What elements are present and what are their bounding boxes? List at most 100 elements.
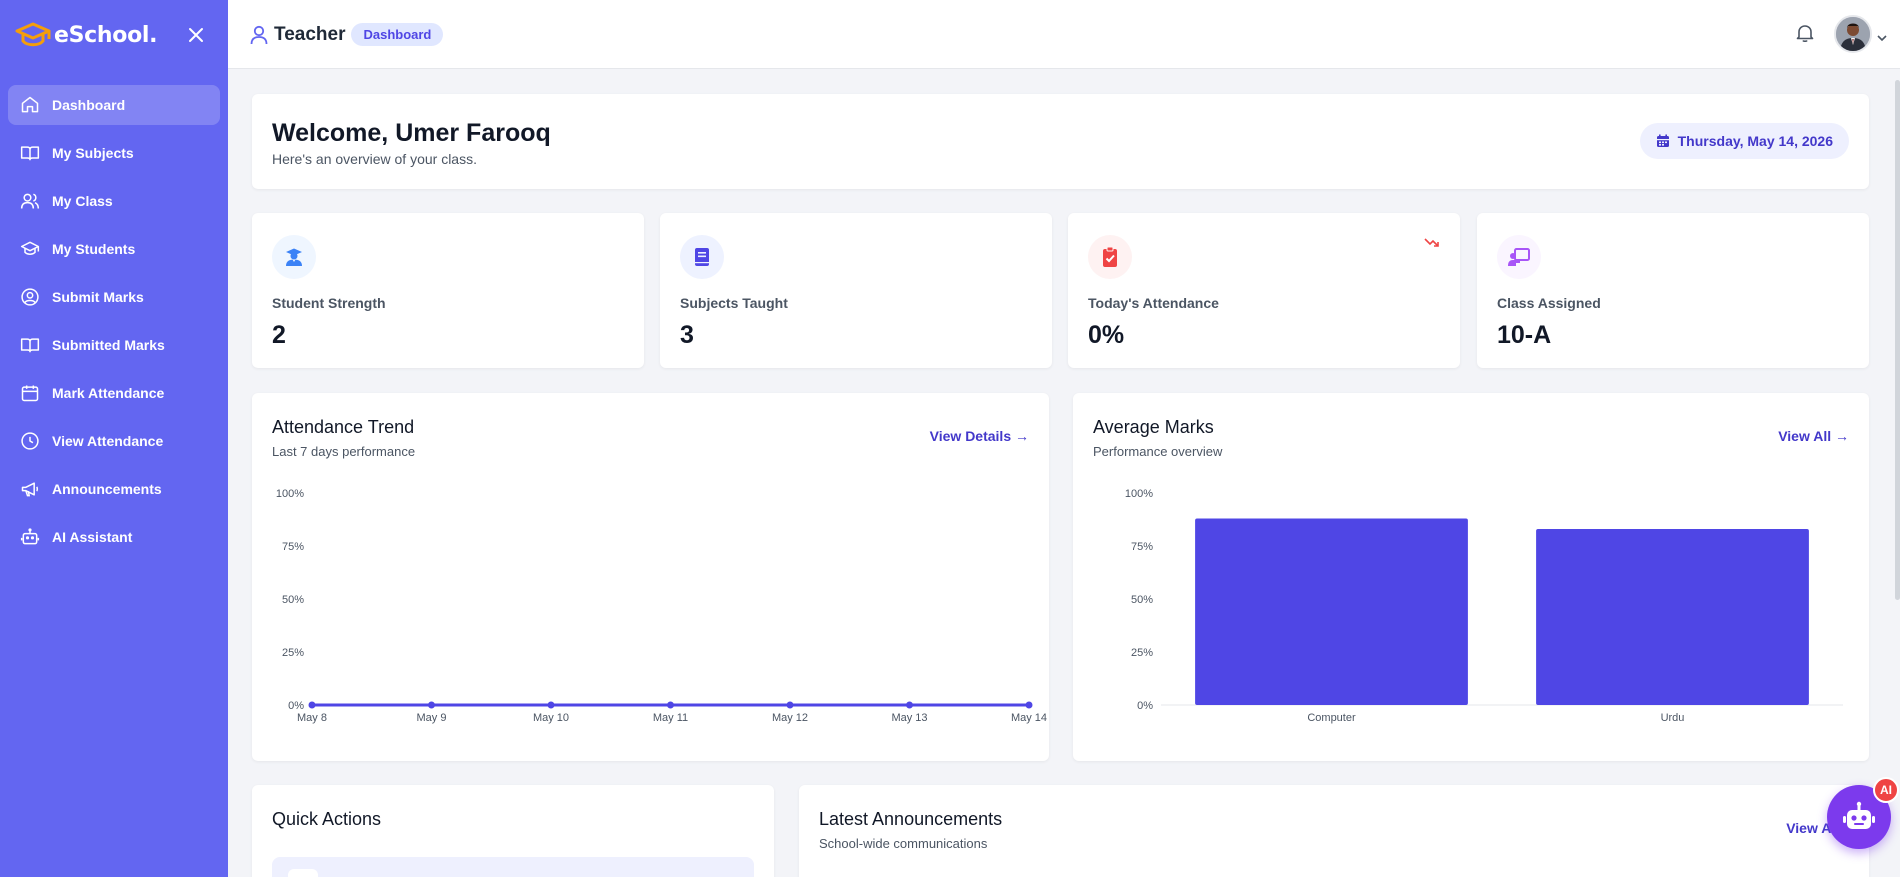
graduate-icon — [272, 235, 316, 279]
stat-card-todays-attendance: Today's Attendance 0% — [1068, 213, 1460, 368]
stat-value: 10-A — [1497, 321, 1552, 349]
y-tick-label: 100% — [1125, 488, 1153, 500]
book-open-icon — [20, 338, 40, 353]
brand-name: eSchool. — [54, 22, 158, 48]
attendance-line-chart: 100% 75% 50% 25% 0%May 8 May 9 May 10 May 11 May… — [276, 488, 1047, 724]
stat-label: Student Strength — [272, 295, 386, 311]
brand: eSchool. — [0, 0, 228, 70]
chevron-down-icon[interactable] — [1876, 30, 1888, 42]
y-tick-label: 75% — [1131, 541, 1153, 553]
ai-badge: AI — [1873, 777, 1899, 803]
sidebar-item-label: Announcements — [52, 481, 162, 497]
stat-value: 3 — [680, 321, 694, 349]
section-subtitle: School-wide communications — [819, 836, 988, 851]
sidebar-item-my-class[interactable]: My Class — [8, 181, 220, 221]
sidebar-item-view-attendance[interactable]: View Attendance — [8, 421, 220, 461]
sidebar-item-my-students[interactable]: My Students — [8, 229, 220, 269]
announcements-card: Latest Announcements School-wide communi… — [799, 785, 1869, 877]
stat-label: Subjects Taught — [680, 295, 788, 311]
quick-action-icon — [288, 869, 318, 877]
sidebar: eSchool. Dashboard My Subjects My Class … — [0, 0, 228, 877]
x-tick-label: May 10 — [533, 712, 569, 724]
topbar: Teacher Dashboard — [228, 0, 1900, 69]
y-tick-label: 25% — [1131, 647, 1153, 659]
bar — [1195, 518, 1468, 705]
stat-value: 2 — [272, 321, 286, 349]
data-point — [428, 701, 435, 709]
user-avatar[interactable] — [1834, 15, 1872, 53]
y-tick-label: 50% — [282, 594, 304, 606]
y-tick-label: 100% — [276, 488, 304, 500]
data-point — [547, 701, 555, 709]
attendance-trend-card: Attendance Trend Last 7 days performance… — [252, 393, 1049, 761]
average-marks-bar-chart: 100% 75% 50% 25% 0% Computer Urdu — [1125, 488, 1843, 724]
sidebar-item-my-subjects[interactable]: My Subjects — [8, 133, 220, 173]
stat-label: Class Assigned — [1497, 295, 1601, 311]
sidebar-item-label: My Class — [52, 193, 113, 209]
sidebar-item-label: View Attendance — [52, 433, 164, 449]
view-details-link[interactable]: View Details → — [929, 428, 1029, 444]
sidebar-item-label: AI Assistant — [52, 529, 133, 545]
x-tick-label: May 9 — [417, 712, 447, 724]
sidebar-item-mark-attendance[interactable]: Mark Attendance — [8, 373, 220, 413]
calendar-icon — [1656, 134, 1669, 147]
sidebar-item-dashboard[interactable]: Dashboard — [8, 85, 220, 125]
sidebar-nav: Dashboard My Subjects My Class My Studen… — [0, 70, 228, 557]
role-indicator: Teacher Dashboard — [250, 23, 444, 46]
chart-subtitle: Last 7 days performance — [272, 444, 416, 459]
date-badge: Thursday, May 14, 2026 — [1639, 123, 1849, 159]
x-tick-label: Computer — [1307, 712, 1356, 724]
section-title: Quick Actions — [272, 809, 382, 829]
graduation-cap-logo-icon — [14, 20, 52, 50]
average-marks-card: Average Marks Performance overview View … — [1073, 393, 1869, 761]
y-tick-label: 0% — [288, 700, 304, 712]
graduation-cap-icon — [20, 241, 40, 255]
sidebar-item-label: Submitted Marks — [52, 337, 165, 353]
notification-bell-icon[interactable] — [1794, 22, 1816, 44]
quick-action-item[interactable] — [272, 857, 754, 877]
stat-value: 0% — [1088, 321, 1125, 349]
sidebar-item-submit-marks[interactable]: Submit Marks — [8, 277, 220, 317]
y-tick-label: 0% — [1137, 700, 1153, 712]
chart-title: Average Marks — [1093, 417, 1214, 437]
stat-card-student-strength: Student Strength 2 — [252, 213, 644, 368]
page-badge: Dashboard — [351, 23, 444, 46]
sidebar-item-label: Submit Marks — [52, 289, 144, 305]
role-name: Teacher — [274, 23, 346, 45]
data-point — [1025, 701, 1033, 709]
users-icon — [20, 193, 40, 209]
data-point — [906, 701, 913, 709]
data-point — [667, 701, 674, 709]
stat-label: Today's Attendance — [1088, 295, 1219, 311]
stat-card-subjects-taught: Subjects Taught 3 — [660, 213, 1052, 368]
sidebar-item-submitted-marks[interactable]: Submitted Marks — [8, 325, 220, 365]
chart-title: Attendance Trend — [272, 417, 415, 437]
book-open-icon — [20, 146, 40, 161]
sidebar-item-ai-assistant[interactable]: AI Assistant — [8, 517, 220, 557]
user-icon — [250, 25, 268, 44]
quick-actions-card: Quick Actions — [252, 785, 774, 877]
home-icon — [21, 96, 39, 113]
data-point — [308, 701, 316, 709]
view-all-link[interactable]: View All → — [1778, 428, 1849, 444]
bar — [1536, 529, 1809, 705]
x-tick-label: May 13 — [891, 712, 927, 724]
clock-icon — [21, 432, 39, 450]
stat-card-class-assigned: Class Assigned 10-A — [1477, 213, 1869, 368]
data-point — [786, 701, 794, 709]
calendar-icon — [21, 385, 39, 402]
chalkboard-teacher-icon — [1497, 235, 1541, 279]
robot-icon — [20, 528, 40, 545]
welcome-card: Welcome, Umer Farooq Here's an overview … — [252, 94, 1869, 189]
y-tick-label: 75% — [282, 541, 304, 553]
welcome-subtitle: Here's an overview of your class. — [272, 151, 477, 167]
sidebar-item-label: Mark Attendance — [52, 385, 165, 401]
close-sidebar-icon[interactable] — [184, 23, 208, 47]
clipboard-check-icon — [1088, 235, 1132, 279]
x-tick-label: May 12 — [772, 712, 808, 724]
section-title: Latest Announcements — [819, 809, 1003, 829]
book-icon — [680, 235, 724, 279]
scrollbar[interactable] — [1895, 80, 1900, 600]
sidebar-item-announcements[interactable]: Announcements — [8, 469, 220, 509]
welcome-title: Welcome, Umer Farooq — [272, 119, 551, 147]
